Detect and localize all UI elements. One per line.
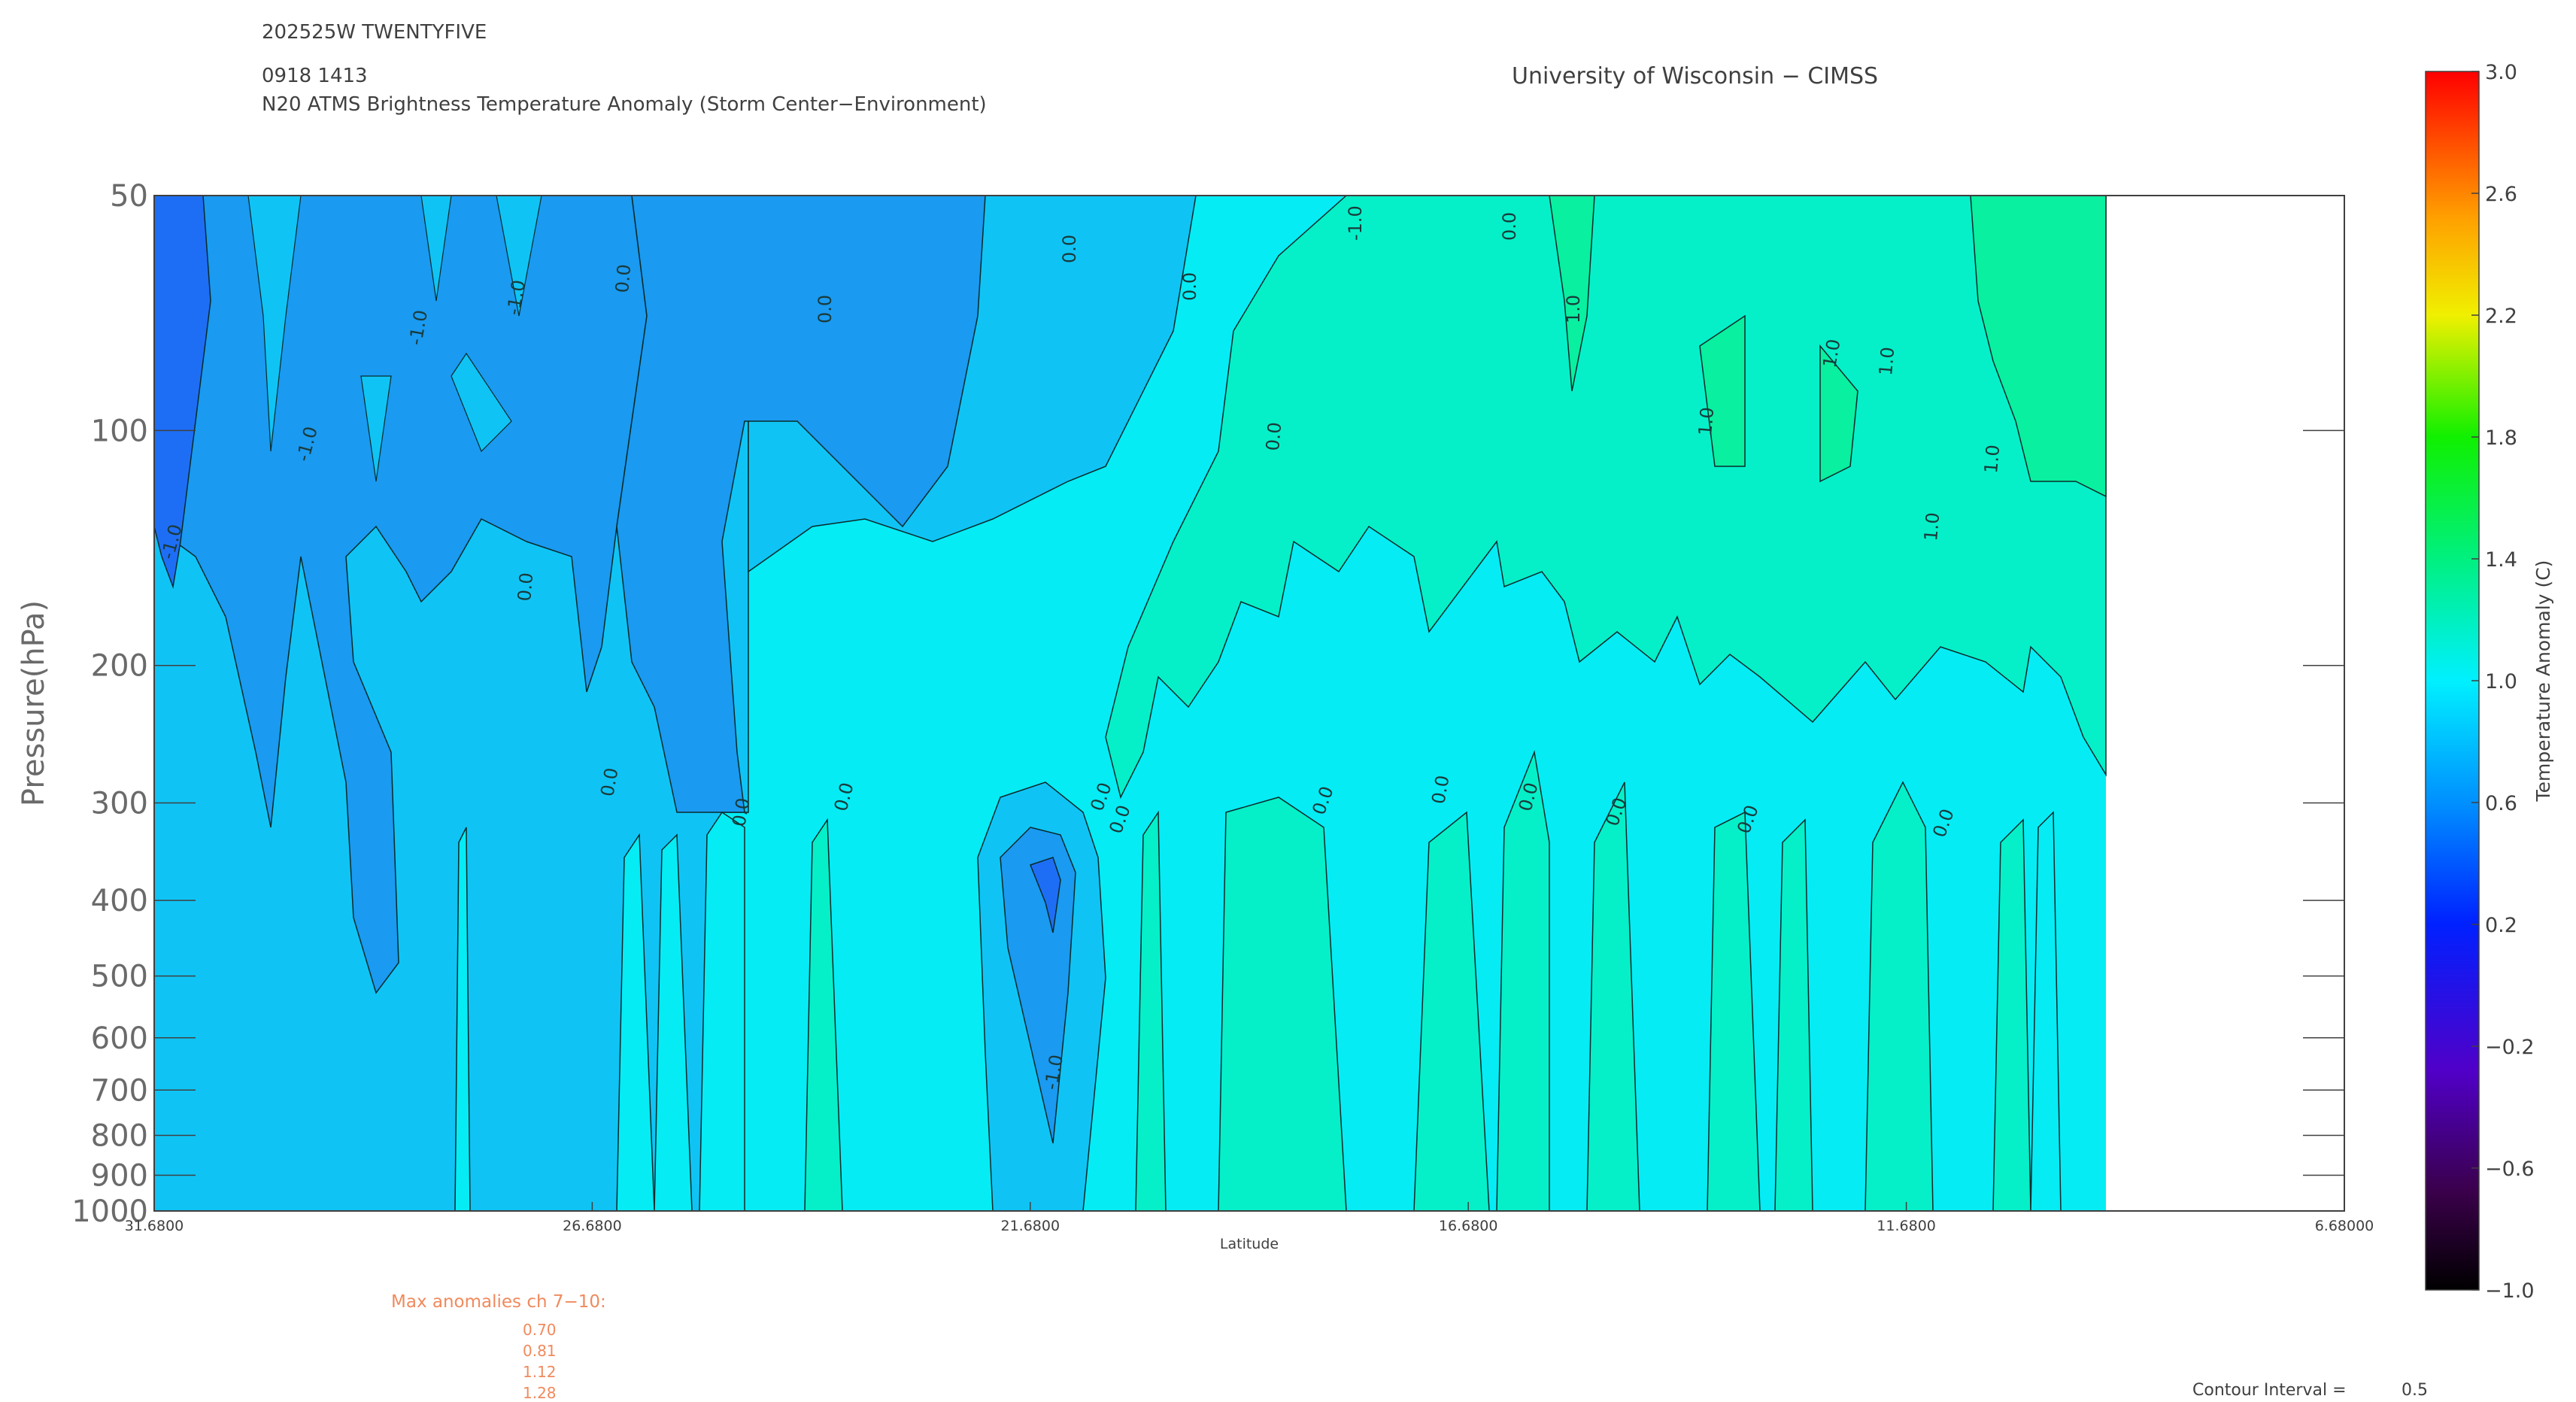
contour-label: 1.0 <box>1563 295 1584 323</box>
field-lower-cyan-west <box>454 811 745 1211</box>
x-tick-label: 11.6800 <box>1877 1218 1936 1234</box>
colorbar-ticks: 3.0 2.6 2.2 1.8 1.4 1.0 0.6 0.2 −0.2 −0.6 −1.0 <box>2471 61 2535 1303</box>
contour-label: 0.0 <box>1428 774 1453 806</box>
y-tick-label: 200 <box>91 649 148 684</box>
y-tick-label: 1000 <box>71 1194 148 1229</box>
colorbar-tick-label: 0.6 <box>2485 792 2517 815</box>
colorbar-tick-label: 2.6 <box>2485 183 2517 206</box>
max-anomaly-value: 1.12 <box>523 1363 557 1381</box>
x-axis-label: Latitude <box>1220 1236 1279 1252</box>
field-east-aqua <box>1105 196 2107 800</box>
field-east-cyan-finger <box>2030 811 2062 1211</box>
contour-label: 0.0 <box>728 797 754 828</box>
plot-frame <box>153 195 2345 1212</box>
colorbar-tick-label: 1.4 <box>2485 548 2517 572</box>
field-cold-core <box>1030 857 1061 933</box>
y-tick-label: 300 <box>91 786 148 821</box>
storm-id: 202525W TWENTYFIVE <box>262 21 487 44</box>
product-title: N20 ATMS Brightness Temperature Anomaly … <box>262 93 987 116</box>
y-tick-label: 500 <box>91 960 148 994</box>
contour-label: 0.0 <box>596 766 622 798</box>
max-anomaly-value: 1.28 <box>523 1384 557 1402</box>
x-tick-label: 31.6800 <box>125 1218 184 1234</box>
field-east-green <box>1549 196 2107 498</box>
y-tick-label: 800 <box>91 1118 148 1153</box>
contour-label: 1.0 <box>1819 338 1844 369</box>
x-tick-label: 6.68000 <box>2315 1218 2374 1234</box>
contour-label: 0.0 <box>514 572 537 602</box>
max-anomaly-value: 0.70 <box>523 1321 557 1339</box>
field-lower-fingers <box>804 750 2031 1211</box>
contour-field <box>154 196 2107 1211</box>
colorbar-tick-label: 3.0 <box>2485 61 2517 84</box>
datetime: 0918 1413 <box>262 65 368 87</box>
y-tick-label: 100 <box>91 414 148 448</box>
max-anomalies-label: Max anomalies ch 7−10: <box>391 1292 606 1312</box>
contour-label: 0.0 <box>1499 212 1520 241</box>
contour-label: 0.0 <box>1262 421 1285 451</box>
colorbar-tick-label: 1.8 <box>2485 426 2517 450</box>
x-axis: 31.6800 26.6800 21.6800 16.6800 11.6800 6.680… <box>125 1202 2374 1234</box>
y-axis-label: Pressure(hPa) <box>17 600 51 806</box>
x-tick-label: 21.6800 <box>1001 1218 1060 1234</box>
contour-label: 0.0 <box>1179 272 1200 301</box>
colorbar-label: Temperature Anomaly (C) <box>2532 560 2554 803</box>
y-tick-label: 600 <box>91 1021 148 1056</box>
colorbar-tick-label: 0.2 <box>2485 914 2517 937</box>
colorbar <box>2425 71 2480 1291</box>
field-deep-blue <box>154 196 211 589</box>
contour-label: 1.0 <box>1920 511 1943 542</box>
colorbar-tick-label: −1.0 <box>2485 1279 2535 1303</box>
y-tick-label: 400 <box>91 884 148 918</box>
contour-interval-label: Contour Interval = <box>2192 1381 2347 1400</box>
contour-label: 0.0 <box>815 295 836 323</box>
contour-label: 1.0 <box>1875 346 1898 376</box>
contour-label: 0.0 <box>611 263 635 293</box>
institution: University of Wisconsin − CIMSS <box>1512 63 1879 90</box>
colorbar-tick-label: −0.2 <box>2485 1036 2535 1059</box>
y-tick-label: 900 <box>91 1159 148 1194</box>
max-anomaly-value: 0.81 <box>523 1342 557 1360</box>
y-tick-label: 700 <box>91 1073 148 1108</box>
x-tick-label: 16.6800 <box>1439 1218 1498 1234</box>
field-center-blue <box>616 196 986 813</box>
contour-label: 0.0 <box>1059 235 1080 263</box>
field-cyan-fingers <box>247 196 542 482</box>
colorbar-tick-label: 2.2 <box>2485 305 2517 328</box>
contour-label: -1.0 <box>1345 205 1366 241</box>
x-tick-label: 26.6800 <box>563 1218 622 1234</box>
contour-interval-value: 0.5 <box>2402 1381 2428 1400</box>
colorbar-tick-label: −0.6 <box>2485 1158 2535 1181</box>
colorbar-tick-label: 1.0 <box>2485 670 2517 693</box>
contour-label: 1.0 <box>1980 444 2004 474</box>
y-tick-label: 50 <box>110 179 148 214</box>
contour-label: 1.0 <box>1695 406 1718 436</box>
